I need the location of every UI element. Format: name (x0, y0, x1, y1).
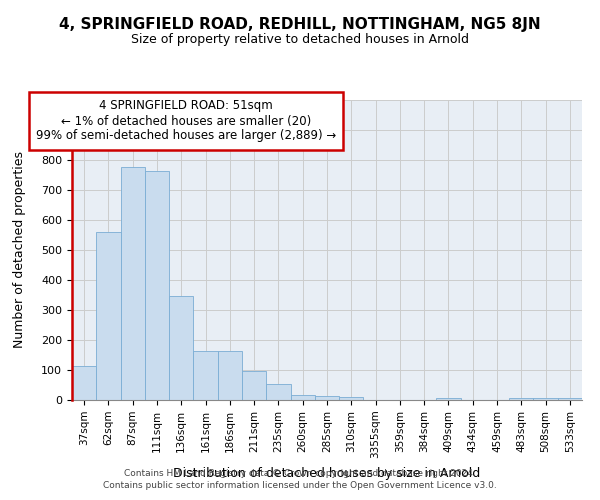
Bar (509, 398, 533, 400)
Text: 4, SPRINGFIELD ROAD, REDHILL, NOTTINGHAM, NG5 8JN: 4, SPRINGFIELD ROAD, REDHILL, NOTTINGHAM… (59, 18, 541, 32)
Y-axis label: Number of detached properties: Number of detached properties (13, 152, 26, 348)
Bar (558, 398, 582, 400)
Bar (339, 397, 364, 400)
Bar (121, 166, 145, 400)
Bar (242, 371, 266, 400)
Bar (266, 384, 290, 400)
Text: 4 SPRINGFIELD ROAD: 51sqm
← 1% of detached houses are smaller (20)
99% of semi-d: 4 SPRINGFIELD ROAD: 51sqm ← 1% of detach… (36, 100, 336, 142)
X-axis label: Distribution of detached houses by size in Arnold: Distribution of detached houses by size … (173, 467, 481, 480)
Bar (315, 396, 339, 400)
Text: Contains public sector information licensed under the Open Government Licence v3: Contains public sector information licen… (103, 481, 497, 490)
Bar (96, 232, 121, 400)
Bar (169, 296, 193, 400)
Bar (533, 398, 558, 400)
Bar (193, 350, 218, 400)
Text: Size of property relative to detached houses in Arnold: Size of property relative to detached ho… (131, 32, 469, 46)
Bar (290, 394, 315, 400)
Bar (72, 366, 96, 400)
Text: Contains HM Land Registry data © Crown copyright and database right 2024.: Contains HM Land Registry data © Crown c… (124, 468, 476, 477)
Bar (436, 398, 461, 400)
Bar (145, 170, 169, 400)
Bar (218, 350, 242, 400)
